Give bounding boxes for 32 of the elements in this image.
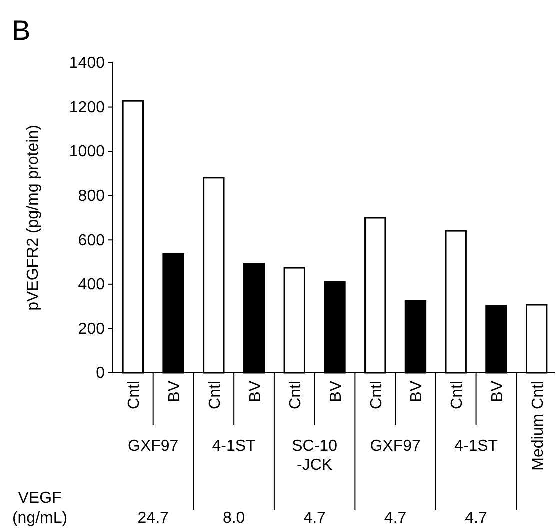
text: 24.7 [138, 510, 170, 527]
y-tick-label: 800 [78, 188, 106, 205]
x-tick-label: BV [247, 380, 264, 402]
x-tick-label: BV [328, 380, 345, 402]
text: 4-1ST [212, 438, 256, 455]
y-tick-label: 1400 [69, 55, 106, 72]
y-tick-label: 1200 [69, 99, 106, 116]
text: GXF97 [370, 438, 421, 455]
text: 8.0 [222, 510, 246, 527]
x-tick-label: BV [166, 380, 184, 402]
y-tick-label: 600 [78, 232, 106, 250]
x-tick-label: Cntl [288, 381, 305, 410]
text: 4-1ST [454, 438, 498, 455]
x-tick-label: BV [408, 380, 426, 402]
y-tick-label: 200 [78, 320, 106, 338]
text: GXF97 [128, 438, 179, 455]
text: 4.7 [384, 510, 407, 527]
text: VEGF (ng/mL) [12, 490, 68, 527]
x-tick-label: Cntl [449, 381, 466, 410]
y-tick-label: 400 [78, 276, 106, 294]
chart-title: B [12, 15, 31, 46]
y-tick-label: 0 [96, 365, 106, 382]
x-tick-label: Cntl [368, 381, 386, 410]
x-tick-label: Medium Cntl [530, 381, 547, 471]
text: 4.7 [465, 510, 488, 527]
x-tick-label: BV [489, 380, 506, 402]
x-tick-label: Cntl [126, 381, 144, 410]
text: SC-10-JCK [292, 438, 338, 474]
text: 4.7 [304, 510, 326, 527]
y-axis-title: pVEGFR2 (pg/mg protein) [25, 125, 42, 311]
y-tick-label: 1000 [69, 144, 106, 161]
x-tick-label: Cntl [206, 381, 224, 410]
